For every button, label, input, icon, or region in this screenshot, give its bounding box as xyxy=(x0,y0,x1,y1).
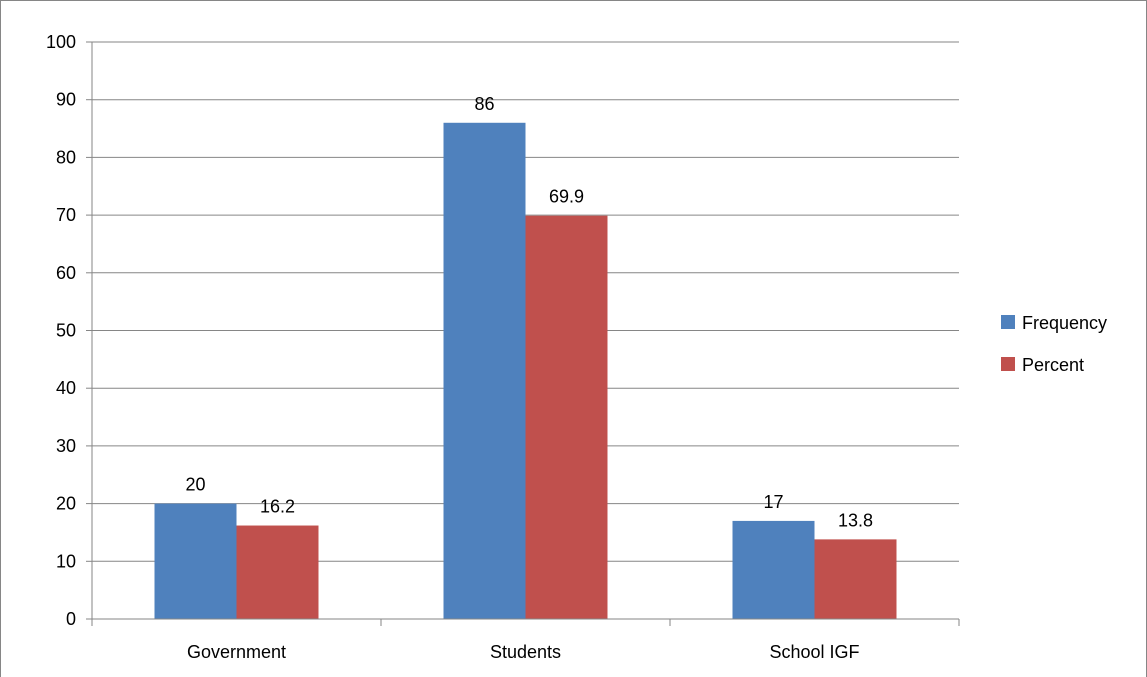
bar-percent xyxy=(814,539,897,619)
bar-frequency xyxy=(154,503,237,619)
bar-frequency xyxy=(443,122,526,619)
legend-label: Frequency xyxy=(1022,313,1107,333)
data-label: 69.9 xyxy=(549,187,584,207)
bar-percent xyxy=(525,215,608,619)
data-label: 20 xyxy=(185,475,205,495)
category-label: School IGF xyxy=(769,642,859,662)
y-tick-label: 0 xyxy=(66,609,76,629)
y-tick-label: 90 xyxy=(56,90,76,110)
data-label: 13.8 xyxy=(838,510,873,530)
bar-frequency xyxy=(732,520,815,619)
y-tick-label: 60 xyxy=(56,263,76,283)
legend-swatch-percent xyxy=(1001,357,1015,371)
bar-percent xyxy=(236,525,319,619)
bars xyxy=(154,122,897,619)
legend-label: Percent xyxy=(1022,355,1084,375)
legend-swatch-frequency xyxy=(1001,315,1015,329)
y-tick-label: 100 xyxy=(46,32,76,52)
y-tick-label: 10 xyxy=(56,551,76,571)
y-tick-label: 70 xyxy=(56,205,76,225)
y-tick-label: 50 xyxy=(56,321,76,341)
legend: Frequency Percent xyxy=(1001,313,1107,375)
labels: 0 10 20 30 40 50 60 70 80 90 100 20 16.2 Government 86… xyxy=(46,32,873,662)
data-label: 86 xyxy=(474,94,494,114)
data-label: 17 xyxy=(763,492,783,512)
category-label: Students xyxy=(490,642,561,662)
y-tick-label: 20 xyxy=(56,494,76,514)
y-tick-label: 40 xyxy=(56,378,76,398)
category-label: Government xyxy=(187,642,286,662)
y-tick-label: 30 xyxy=(56,436,76,456)
axes xyxy=(86,41,960,626)
data-label: 16.2 xyxy=(260,497,295,517)
y-tick-label: 80 xyxy=(56,147,76,167)
